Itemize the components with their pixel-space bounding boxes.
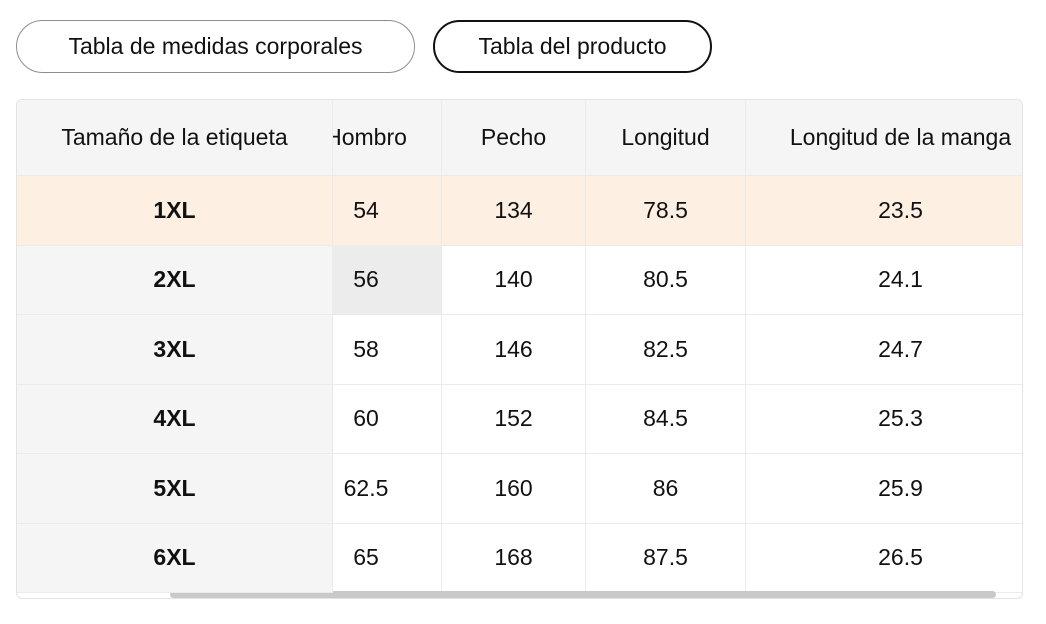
table-cell: 24.1 xyxy=(746,246,1022,315)
scrollbar[interactable] xyxy=(170,591,996,598)
table-cell: 160 xyxy=(442,454,586,524)
table-cell: 140 xyxy=(442,245,586,315)
table-cell: 5XL xyxy=(17,454,333,524)
table-cell: 24.7 xyxy=(746,315,1022,385)
tab-button[interactable]: Tabla de medidas corporales xyxy=(16,20,415,73)
size-table: Tamaño de la etiqueta 1XL 2XL 3XL 4XL 5XL 6XL … xyxy=(16,99,1023,599)
table-cell: 6XL xyxy=(17,523,333,593)
table-cell: 80.5 xyxy=(586,245,746,315)
table-cell: 4XL xyxy=(17,384,333,454)
table-cell: Tamaño de la etiqueta xyxy=(17,100,333,176)
table-cell: 134 xyxy=(442,176,586,246)
fixed-column: Tamaño de la etiqueta 1XL 2XL 3XL 4XL 5XL 6XL xyxy=(17,100,333,598)
tab-button-active[interactable]: Tabla del producto xyxy=(433,20,712,73)
table-cell: 54 xyxy=(333,176,442,246)
table-cell: 60 xyxy=(333,384,442,454)
table-cell: 26.5 xyxy=(746,524,1022,593)
table-cell: 86 xyxy=(586,454,746,524)
table-cell: 2XL xyxy=(17,245,333,315)
table-cell: Longitud xyxy=(586,100,746,176)
table-cell: 23.5 xyxy=(746,176,1022,246)
table-cell: 62.5 xyxy=(333,454,442,524)
table-cell: 58 xyxy=(333,315,442,385)
table-cell: Longitud de la manga xyxy=(746,100,1022,176)
table-cell: 1XL xyxy=(17,176,333,246)
table-cell: 25.9 xyxy=(746,454,1022,524)
scroll-area[interactable]: Hombro Pecho Longitud Longitud de la manga 5… xyxy=(333,100,1022,598)
table-cell: 78.5 xyxy=(586,176,746,246)
table-cell: Hombro xyxy=(333,100,442,176)
table-cell: 56 xyxy=(333,245,442,315)
table-cell: 82.5 xyxy=(586,315,746,385)
table-cell: 25.3 xyxy=(746,385,1022,454)
table-cell: 146 xyxy=(442,315,586,385)
table-cell: 87.5 xyxy=(586,523,746,593)
table-cell: 168 xyxy=(442,523,586,593)
table-cell: 152 xyxy=(442,384,586,454)
table-cell: 84.5 xyxy=(586,384,746,454)
table-cell: Pecho xyxy=(442,100,586,176)
table-cell: 3XL xyxy=(17,315,333,385)
table-cell: 65 xyxy=(333,523,442,593)
